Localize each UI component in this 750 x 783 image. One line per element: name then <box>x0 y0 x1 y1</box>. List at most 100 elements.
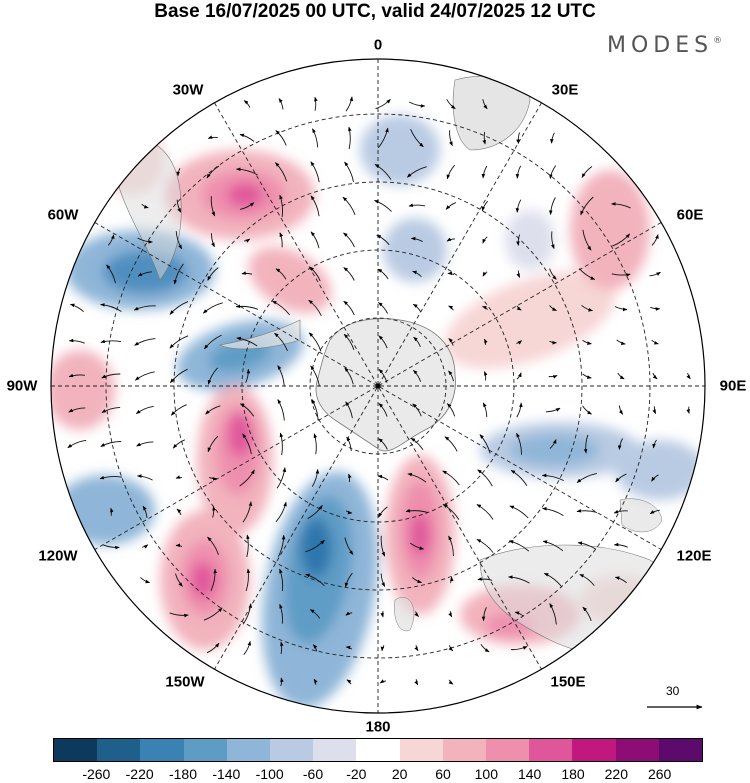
wind-vector <box>207 135 218 139</box>
wind-vector <box>141 203 149 209</box>
lon-label-30e: 30E <box>551 81 579 99</box>
wind-vector <box>408 203 426 207</box>
anomaly-positive <box>410 513 430 557</box>
brand-name: MODES <box>607 33 714 58</box>
wind-vector <box>413 336 421 347</box>
wind-vector <box>616 339 626 345</box>
wind-vector <box>582 339 592 345</box>
wind-vector <box>68 373 85 378</box>
wind-vector <box>580 196 594 216</box>
wind-vector <box>508 575 530 584</box>
wind-vector <box>211 233 215 248</box>
wind-vector <box>137 237 153 244</box>
anomaly-negative <box>383 218 447 282</box>
wind-vector <box>100 339 122 344</box>
colorbar-swatch <box>313 739 357 761</box>
wind-vector <box>516 372 522 380</box>
wind-vector <box>312 128 319 148</box>
wind-vector <box>446 164 456 180</box>
lon-label-30w: 30W <box>172 81 204 99</box>
wind-vector <box>380 573 386 587</box>
wind-vector <box>449 130 453 147</box>
wind-vector <box>649 509 660 515</box>
wind-vector <box>69 303 84 313</box>
wind-vector <box>209 476 218 481</box>
wind-vector <box>377 127 389 149</box>
wind-vector <box>142 544 149 549</box>
wind-vector <box>243 640 252 655</box>
wind-vector <box>414 611 419 617</box>
wind-vector <box>243 100 251 108</box>
wind-vector <box>448 679 454 685</box>
wind-vector <box>309 609 321 619</box>
wind-vector <box>274 162 288 182</box>
wind-vector <box>576 508 598 513</box>
wind-vector <box>344 161 354 183</box>
wind-vector <box>583 434 589 454</box>
wind-vector <box>106 264 116 284</box>
wind-vector <box>68 407 86 413</box>
wind-vector <box>140 577 151 584</box>
wind-vector <box>175 231 183 250</box>
anomaly-positive <box>248 246 332 314</box>
wind-vector <box>239 469 255 487</box>
wind-vector <box>582 229 592 251</box>
wind-vector <box>578 268 596 280</box>
wind-vector <box>310 365 320 387</box>
wind-vector <box>314 96 318 111</box>
wind-vector <box>541 473 564 482</box>
wind-vector <box>175 573 183 587</box>
wind-vector <box>279 603 283 624</box>
wind-vector <box>101 406 121 413</box>
wind-vector <box>650 306 661 311</box>
lon-label-180: 180 <box>365 718 391 736</box>
colorbar-tick-label: -220 <box>125 766 154 782</box>
wind-vector <box>481 165 488 179</box>
wind-vector <box>479 434 491 454</box>
wind-vector <box>210 568 218 591</box>
wind-vector <box>481 200 489 212</box>
anomaly-negative <box>510 434 600 466</box>
wind-vector <box>378 335 388 349</box>
wind-vector <box>407 472 427 483</box>
anomaly-positive <box>51 350 115 430</box>
wind-vector <box>410 129 424 148</box>
wind-vector <box>176 508 182 516</box>
wind-vector <box>410 236 423 242</box>
wind-vector <box>136 441 154 447</box>
colorbar-swatch <box>183 739 227 761</box>
wind-vector <box>142 505 148 518</box>
lon-label-120e: 120E <box>676 547 712 565</box>
lon-label-90e: 90E <box>719 377 747 395</box>
wind-vector <box>345 510 353 515</box>
wind-vector <box>482 402 488 418</box>
wind-vector <box>516 402 523 418</box>
wind-vector <box>275 501 287 523</box>
wind-vector <box>134 338 156 346</box>
wind-vector <box>207 267 219 281</box>
wind-vector <box>274 332 288 351</box>
colorbar-swatch <box>97 739 141 761</box>
wind-vector <box>482 99 488 110</box>
wind-vector <box>242 603 253 625</box>
wind-vector <box>549 268 557 280</box>
wind-vector <box>613 509 628 514</box>
wind-vector <box>509 505 529 519</box>
wind-vector <box>343 267 355 281</box>
wind-vector <box>449 576 454 584</box>
wind-vector <box>207 435 219 453</box>
wind-vector <box>618 405 624 415</box>
wind-vector <box>542 540 564 552</box>
wind-vector <box>342 196 356 215</box>
wind-vector <box>477 577 493 581</box>
wind-vector <box>275 268 287 280</box>
graticule <box>51 59 705 713</box>
wind-vector <box>212 505 216 518</box>
colorbar-tick-label: -140 <box>212 766 241 782</box>
anomaly-negative <box>103 250 187 294</box>
wind-vector <box>442 504 460 520</box>
wind-vector <box>278 98 284 110</box>
wind-vector <box>379 679 386 684</box>
wind-vector <box>406 166 427 178</box>
